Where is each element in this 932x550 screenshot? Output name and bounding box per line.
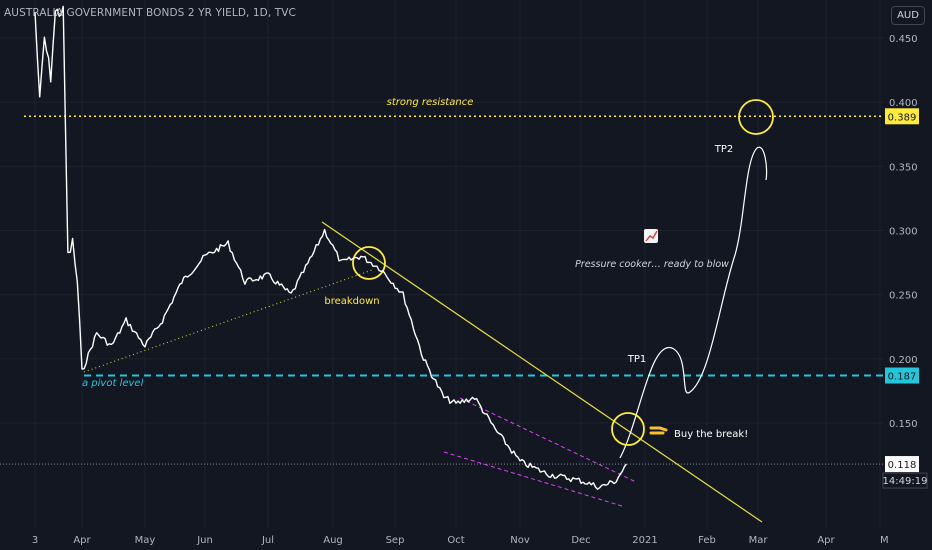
x-tick-label: M xyxy=(880,535,889,546)
breakout-circle xyxy=(611,412,645,446)
pressure-cooker-label: Pressure cooker… ready to blow xyxy=(575,259,729,270)
chart-increasing-icon-line xyxy=(645,230,658,242)
descending-trendline xyxy=(321,221,763,523)
x-tick-label: Apr xyxy=(817,535,835,546)
y-tick-label: 0.400 xyxy=(889,98,918,109)
channel-lower-line xyxy=(443,451,623,507)
pivot-price-badge xyxy=(885,367,919,384)
horizontal-levels xyxy=(0,115,884,465)
x-tick-label: Sep xyxy=(386,535,405,546)
x-tick-label: Nov xyxy=(510,535,530,546)
strong-resistance-label: strong resistance xyxy=(387,97,474,108)
x-tick-label: Jun xyxy=(196,535,213,546)
pivot-price-label: 0.187 xyxy=(888,372,917,383)
forecast-projection-path xyxy=(619,146,768,459)
resistance-price-label: 0.389 xyxy=(888,112,917,123)
x-tick-label: Dec xyxy=(571,535,590,546)
x-tick-label: Oct xyxy=(447,535,464,546)
y-tick-label: 0.300 xyxy=(889,227,918,238)
x-tick-label: 2021 xyxy=(632,535,657,546)
time-axis[interactable]: 3 Apr May Jun Jul Aug Sep Oct Nov Dec 2021 Feb Mar Ap… xyxy=(32,535,889,546)
last-price-badge xyxy=(885,456,919,473)
resistance-price-badge xyxy=(885,108,919,125)
pivot-level-label: a pivot level xyxy=(82,378,144,389)
pointing-hand-icon xyxy=(649,426,668,435)
buy-the-break-label: Buy the break! xyxy=(674,429,748,440)
target-circle xyxy=(738,99,774,135)
y-tick-label: 0.200 xyxy=(889,355,918,366)
price-axis[interactable]: 0.450 0.400 0.350 0.300 0.250 0.200 0.150 0.389… xyxy=(882,34,928,489)
yield-price-line xyxy=(34,5,627,490)
breakdown-circle xyxy=(352,246,386,280)
x-tick-label: Mar xyxy=(749,535,769,546)
y-tick-label: 0.150 xyxy=(889,419,918,430)
x-tick-label: May xyxy=(135,535,156,546)
y-tick-label: 0.450 xyxy=(889,34,918,45)
countdown-label: 14:49:19 xyxy=(883,476,928,487)
price-series xyxy=(34,5,627,490)
currency-button[interactable]: AUD xyxy=(891,6,925,25)
chart-grid xyxy=(0,0,884,528)
x-tick-label: Apr xyxy=(73,535,91,546)
tp1-label: TP1 xyxy=(627,354,647,365)
y-tick-label: 0.350 xyxy=(889,162,918,173)
x-tick-label: Jul xyxy=(261,535,274,546)
annotation-labels: strong resistance a pivot level breakdown P… xyxy=(82,97,748,440)
support-trendline xyxy=(83,269,373,373)
drawing-tools xyxy=(83,99,774,523)
y-tick-label: 0.250 xyxy=(889,291,918,302)
symbol-title: AUSTRALIA GOVERNMENT BONDS 2 YR YIELD, 1… xyxy=(4,7,296,19)
countdown-badge xyxy=(882,472,928,489)
x-tick-label: Aug xyxy=(323,535,343,546)
channel-upper-line xyxy=(459,397,637,483)
tp2-label: TP2 xyxy=(714,144,734,155)
breakdown-label: breakdown xyxy=(324,296,379,307)
x-tick-label: 3 xyxy=(32,535,38,546)
x-tick-label: Feb xyxy=(698,535,716,546)
last-price-label: 0.118 xyxy=(888,460,917,471)
